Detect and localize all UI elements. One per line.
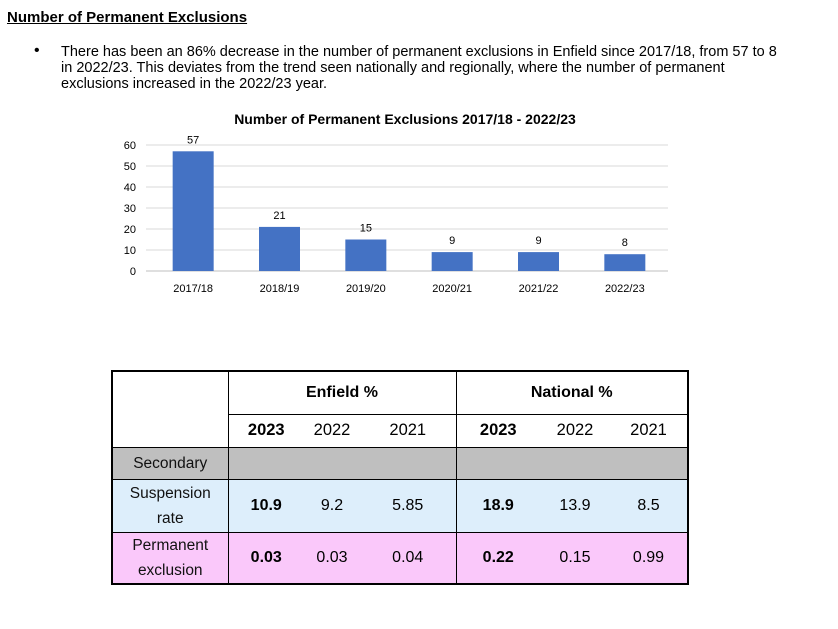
bar-2022/23 (604, 254, 646, 271)
row-label-permanent-exclusion: Permanent exclusion (111, 531, 229, 585)
bar-2020/21 (431, 252, 473, 271)
bar-value-label: 15 (360, 223, 372, 235)
enfield-year-2023: 2023 (227, 413, 304, 448)
y-tick-label: 10 (124, 245, 136, 257)
secondary-cell (455, 446, 540, 480)
enfield-year-2021: 2021 (360, 413, 457, 448)
suspension-exclusion-table: Enfield % National % 2023 2022 2021 2023… (111, 370, 689, 585)
row-label-line: Permanent (132, 536, 209, 554)
y-tick-label: 50 (124, 161, 136, 173)
bar-value-label: 9 (449, 235, 455, 247)
row-label-line: Suspension (129, 484, 211, 502)
empty-corner-cell (111, 370, 229, 448)
x-tick-label: 2019/20 (346, 283, 386, 295)
x-tick-label: 2021/22 (519, 283, 559, 295)
row-label-line: Secondary (133, 454, 208, 472)
secondary-cell (540, 446, 610, 480)
national-group-header: National % (455, 370, 689, 415)
row-label-secondary: Secondary (111, 446, 229, 480)
bar-value-label: 9 (535, 235, 541, 247)
national-year-2021: 2021 (610, 413, 689, 448)
national-2022-exclusion: 0.15 (540, 531, 610, 585)
chart-title: Number of Permanent Exclusions 2017/18 -… (234, 111, 576, 127)
y-tick-label: 30 (124, 203, 136, 215)
national-2023-suspension: 18.9 (455, 478, 540, 533)
enfield-2022-exclusion: 0.03 (304, 531, 360, 585)
x-tick-label: 2018/19 (260, 283, 300, 295)
enfield-2023-exclusion: 0.03 (227, 531, 304, 585)
secondary-cell (227, 446, 304, 480)
enfield-2021-suspension: 5.85 (360, 478, 457, 533)
enfield-group-header: Enfield % (227, 370, 457, 415)
permanent-exclusions-chart: Number of Permanent Exclusions 2017/18 -… (124, 111, 668, 295)
enfield-year-2022: 2022 (304, 413, 360, 448)
x-tick-label: 2017/18 (173, 283, 213, 295)
x-tick-label: 2022/23 (605, 283, 645, 295)
national-2022-suspension: 13.9 (540, 478, 610, 533)
enfield-2022-suspension: 9.2 (304, 478, 360, 533)
national-year-2022: 2022 (540, 413, 610, 448)
section-heading: Number of Permanent Exclusions (7, 9, 248, 26)
enfield-2023-suspension: 10.9 (227, 478, 304, 533)
bar-2019/20 (345, 239, 387, 271)
row-label-suspension-rate: Suspension rate (111, 478, 229, 533)
secondary-cell (610, 446, 689, 480)
y-tick-label: 20 (124, 224, 136, 236)
y-tick-label: 60 (124, 140, 136, 152)
national-2023-exclusion: 0.22 (455, 531, 540, 585)
bar-2017/18 (172, 151, 214, 271)
secondary-cell (304, 446, 360, 480)
bar-value-label: 21 (273, 210, 285, 222)
bar-value-label: 8 (622, 237, 628, 249)
x-tick-label: 2020/21 (432, 283, 472, 295)
national-2021-exclusion: 0.99 (610, 531, 689, 585)
national-2021-suspension: 8.5 (610, 478, 689, 533)
secondary-cell (360, 446, 457, 480)
row-label-line: exclusion (137, 561, 203, 579)
bar-2021/22 (518, 252, 559, 271)
y-tick-label: 40 (124, 182, 136, 194)
bullet-symbol: • (34, 42, 40, 59)
national-year-2023: 2023 (455, 413, 540, 448)
y-tick-label: 0 (130, 266, 136, 278)
bar-value-label: 57 (187, 134, 199, 146)
bar-2018/19 (259, 226, 300, 271)
row-label-line: rate (156, 509, 184, 527)
bullet-text: There has been an 86% decrease in the nu… (61, 44, 777, 92)
enfield-2021-exclusion: 0.04 (360, 531, 457, 585)
